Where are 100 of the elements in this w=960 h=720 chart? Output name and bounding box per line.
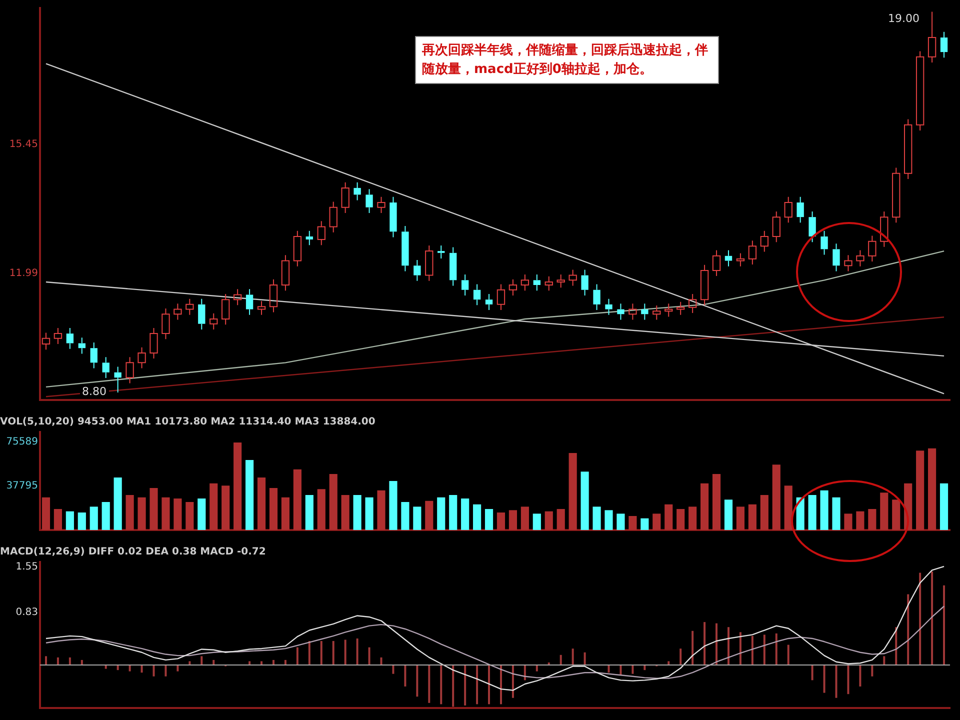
bar (329, 474, 338, 530)
bar (664, 504, 673, 530)
bar (716, 623, 718, 666)
bar (449, 495, 458, 530)
candlestick (222, 293, 230, 326)
bar (461, 498, 470, 530)
bar (907, 594, 910, 666)
y-tick-label: 15.45 (9, 138, 38, 150)
bar (760, 495, 768, 530)
bar (54, 509, 62, 530)
bar (281, 497, 290, 530)
candlestick (269, 278, 278, 313)
candlestick (617, 303, 624, 320)
bar (164, 665, 167, 676)
bar (80, 660, 83, 666)
bar (365, 497, 374, 530)
bar (341, 495, 350, 530)
candlestick (796, 196, 804, 224)
bar (186, 502, 194, 530)
bar (484, 509, 494, 530)
bar (604, 510, 613, 530)
candlestick (198, 298, 206, 330)
bar (272, 660, 274, 666)
bar (500, 665, 502, 704)
bar (940, 483, 948, 530)
candlestick (450, 246, 457, 286)
bar (257, 478, 266, 530)
candlestick (712, 250, 721, 277)
bar (823, 665, 826, 693)
bar (931, 571, 934, 666)
bar (353, 495, 362, 530)
candlestick (461, 274, 469, 296)
bar (210, 483, 218, 530)
bar (608, 665, 610, 673)
bar (700, 483, 709, 530)
candlestick (377, 196, 386, 214)
bar (919, 572, 922, 666)
bar (389, 481, 398, 530)
bar (68, 657, 71, 666)
bar (560, 654, 562, 666)
candlestick (138, 346, 146, 369)
bar (413, 506, 422, 530)
candlestick (66, 327, 74, 350)
bar (652, 514, 661, 530)
bar (520, 506, 529, 530)
candlestick (42, 332, 50, 350)
bar (416, 665, 418, 697)
candlestick (808, 210, 816, 243)
bar (162, 497, 170, 530)
bar (473, 504, 482, 530)
bar (775, 633, 778, 666)
bar (90, 506, 98, 530)
candlestick (856, 250, 864, 267)
bar (532, 514, 541, 530)
bar (763, 634, 766, 666)
bar (66, 511, 74, 530)
candlestick (210, 312, 218, 330)
bar (724, 500, 733, 530)
bar (222, 486, 230, 530)
candlestick (820, 230, 828, 256)
bar (380, 657, 382, 666)
y-tick-label: 1.55 (16, 562, 38, 573)
candlestick (306, 230, 313, 246)
candlestick (508, 278, 518, 296)
candlestick (784, 196, 792, 224)
bar (176, 665, 179, 672)
candlestick (880, 210, 888, 248)
candlestick (390, 196, 397, 238)
bar (880, 492, 888, 530)
bar (883, 656, 886, 666)
candlestick (772, 210, 780, 243)
bar (692, 630, 694, 666)
candlestick (126, 356, 134, 384)
bar (847, 665, 850, 694)
bar (568, 453, 577, 530)
bar (680, 648, 682, 666)
bar (572, 648, 574, 666)
y-tick-label: 0.83 (16, 607, 38, 618)
bar (835, 665, 838, 698)
bar (212, 660, 215, 666)
candlestick (892, 167, 900, 224)
candlestick (533, 274, 540, 292)
candlestick (520, 274, 530, 292)
candlestick (425, 244, 434, 282)
candlestick (281, 254, 290, 292)
bar (401, 502, 410, 530)
bar (464, 665, 466, 706)
candlestick (174, 303, 182, 320)
bar (317, 489, 326, 530)
bar (640, 518, 649, 530)
bar (856, 511, 864, 530)
bar (508, 510, 517, 530)
bar (892, 500, 900, 530)
bar (392, 665, 394, 674)
bar (592, 506, 601, 530)
candlestick (366, 188, 373, 214)
candlestick (54, 327, 62, 344)
bar (44, 656, 47, 666)
candlestick (700, 264, 709, 306)
candlestick (940, 31, 948, 58)
